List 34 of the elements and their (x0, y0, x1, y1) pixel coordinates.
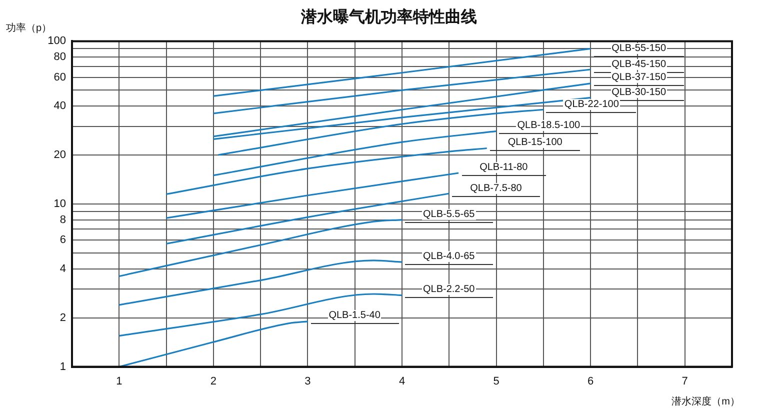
y-tick-label: 20 (54, 149, 66, 162)
y-tick-label: 1 (60, 360, 66, 373)
y-axis-title: 功率（p） (6, 22, 52, 34)
text: QLB-30-150 (610, 86, 668, 98)
x-tick-label: 6 (588, 375, 594, 388)
y-tick-label: 80 (54, 51, 66, 64)
y-tick-label: 40 (54, 100, 66, 112)
x-axis-title: 潜水深度（m） (672, 396, 740, 408)
y-tick-label: 4 (60, 262, 66, 275)
chart-title: 潜水曝气机功率特性曲线 (300, 7, 477, 26)
y-tick-label: 10 (54, 198, 66, 210)
x-tick-label: 2 (210, 375, 216, 388)
x-tick-label: 5 (493, 375, 500, 388)
x-tick-label: 4 (398, 375, 406, 388)
text: QLB-55-150 (610, 43, 668, 54)
y-tick-label: 2 (60, 312, 66, 324)
text: QLB-1.5-40 (328, 310, 382, 322)
y-tick-label: 100 (48, 35, 66, 48)
text: QLB-45-150 (610, 58, 668, 70)
text: QLB-22-100 (563, 98, 620, 110)
y-tick-label: 60 (54, 71, 66, 84)
x-tick-label: 1 (116, 375, 122, 388)
text: QLB-37-150 (610, 72, 668, 84)
text: QLB-15-100 (506, 137, 564, 148)
text: QLB-7.5-80 (469, 182, 523, 194)
text: QLB-2.2-50 (422, 284, 476, 296)
x-tick-label: 7 (682, 375, 688, 388)
y-tick-label: 6 (60, 234, 66, 246)
text: QLB-4.0-65 (422, 251, 476, 262)
text: QLB-5.5-65 (422, 208, 476, 220)
text: QLB-11-80 (478, 162, 529, 173)
x-tick-label: 3 (304, 375, 311, 388)
y-tick-label: 8 (60, 214, 66, 226)
text: QLB-18.5-100 (516, 120, 582, 132)
